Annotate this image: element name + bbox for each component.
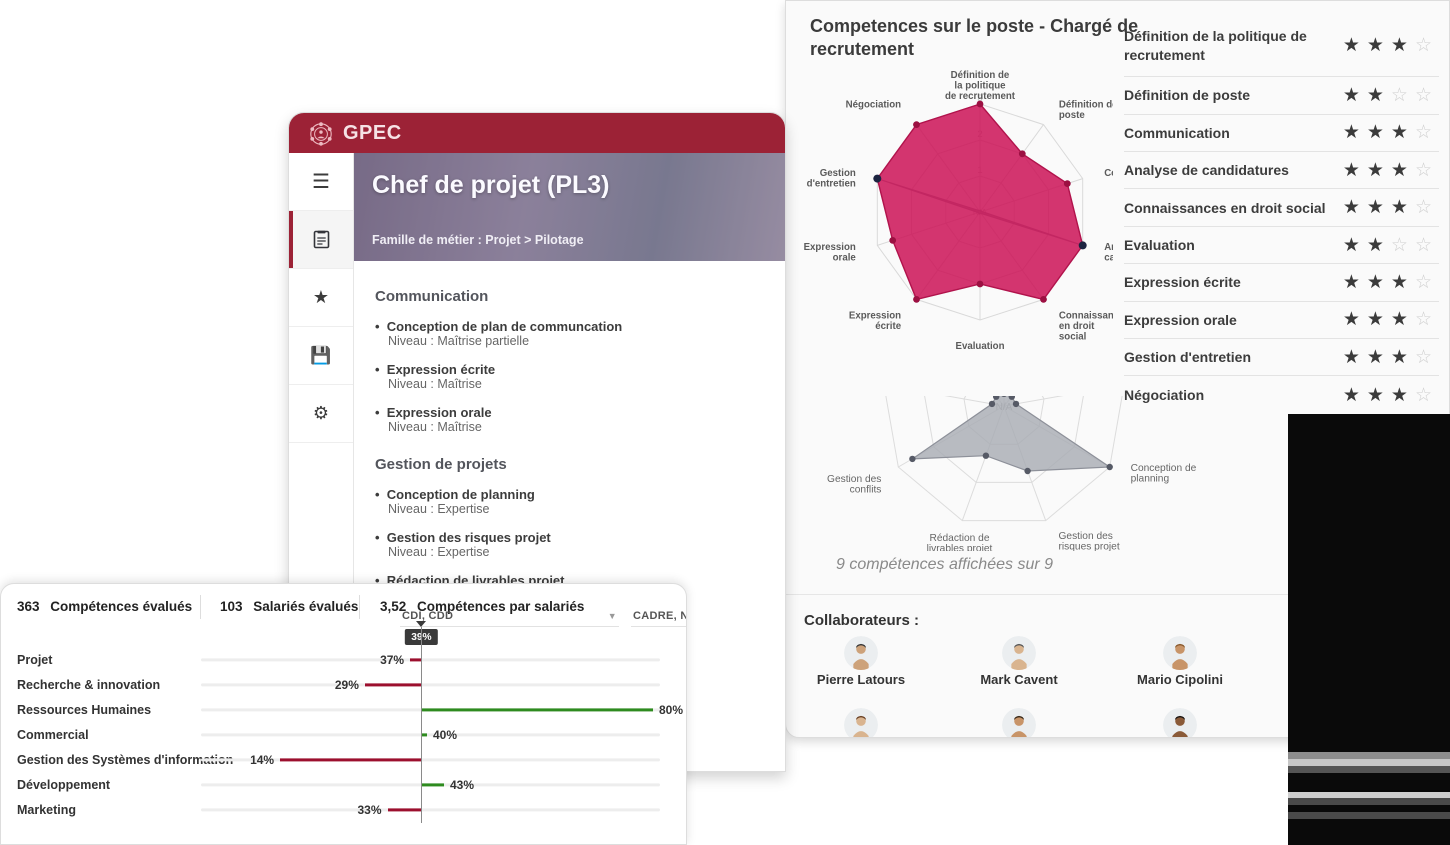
svg-text:de recrutement: de recrutement (945, 91, 1016, 102)
svg-text:candidatures: candidatures (1104, 252, 1113, 263)
svg-text:en droit: en droit (1059, 321, 1095, 332)
svg-text:la politique: la politique (954, 81, 1006, 92)
svg-text:Rédaction de: Rédaction de (929, 533, 989, 544)
svg-text:Gestion des: Gestion des (827, 474, 881, 485)
svg-text:Expression: Expression (804, 242, 856, 253)
svg-text:Expression: Expression (849, 310, 901, 321)
svg-text:Connaissances: Connaissances (1059, 310, 1113, 321)
svg-text:conflits: conflits (850, 485, 882, 496)
svg-text:Evaluation: Evaluation (956, 341, 1005, 349)
svg-text:risques projet: risques projet (1059, 542, 1120, 551)
svg-text:Communication: Communication (1104, 168, 1113, 179)
svg-text:Négociation: Négociation (846, 100, 902, 111)
svg-text:livrables projet: livrables projet (927, 544, 993, 551)
svg-text:Définition de: Définition de (951, 70, 1010, 81)
svg-text:d'entretien: d'entretien (807, 179, 856, 190)
svg-text:Gestion: Gestion (820, 168, 856, 179)
svg-text:orale: orale (833, 252, 857, 263)
svg-text:poste: poste (1059, 110, 1085, 121)
svg-text:Définition de: Définition de (1059, 100, 1113, 111)
svg-text:Conception de: Conception de (1131, 463, 1197, 474)
svg-text:Analyse de: Analyse de (1104, 242, 1113, 253)
svg-text:écrite: écrite (875, 321, 901, 332)
svg-text:social: social (1059, 331, 1086, 342)
svg-text:planning: planning (1131, 474, 1170, 485)
svg-text:Gestion des: Gestion des (1059, 531, 1113, 542)
